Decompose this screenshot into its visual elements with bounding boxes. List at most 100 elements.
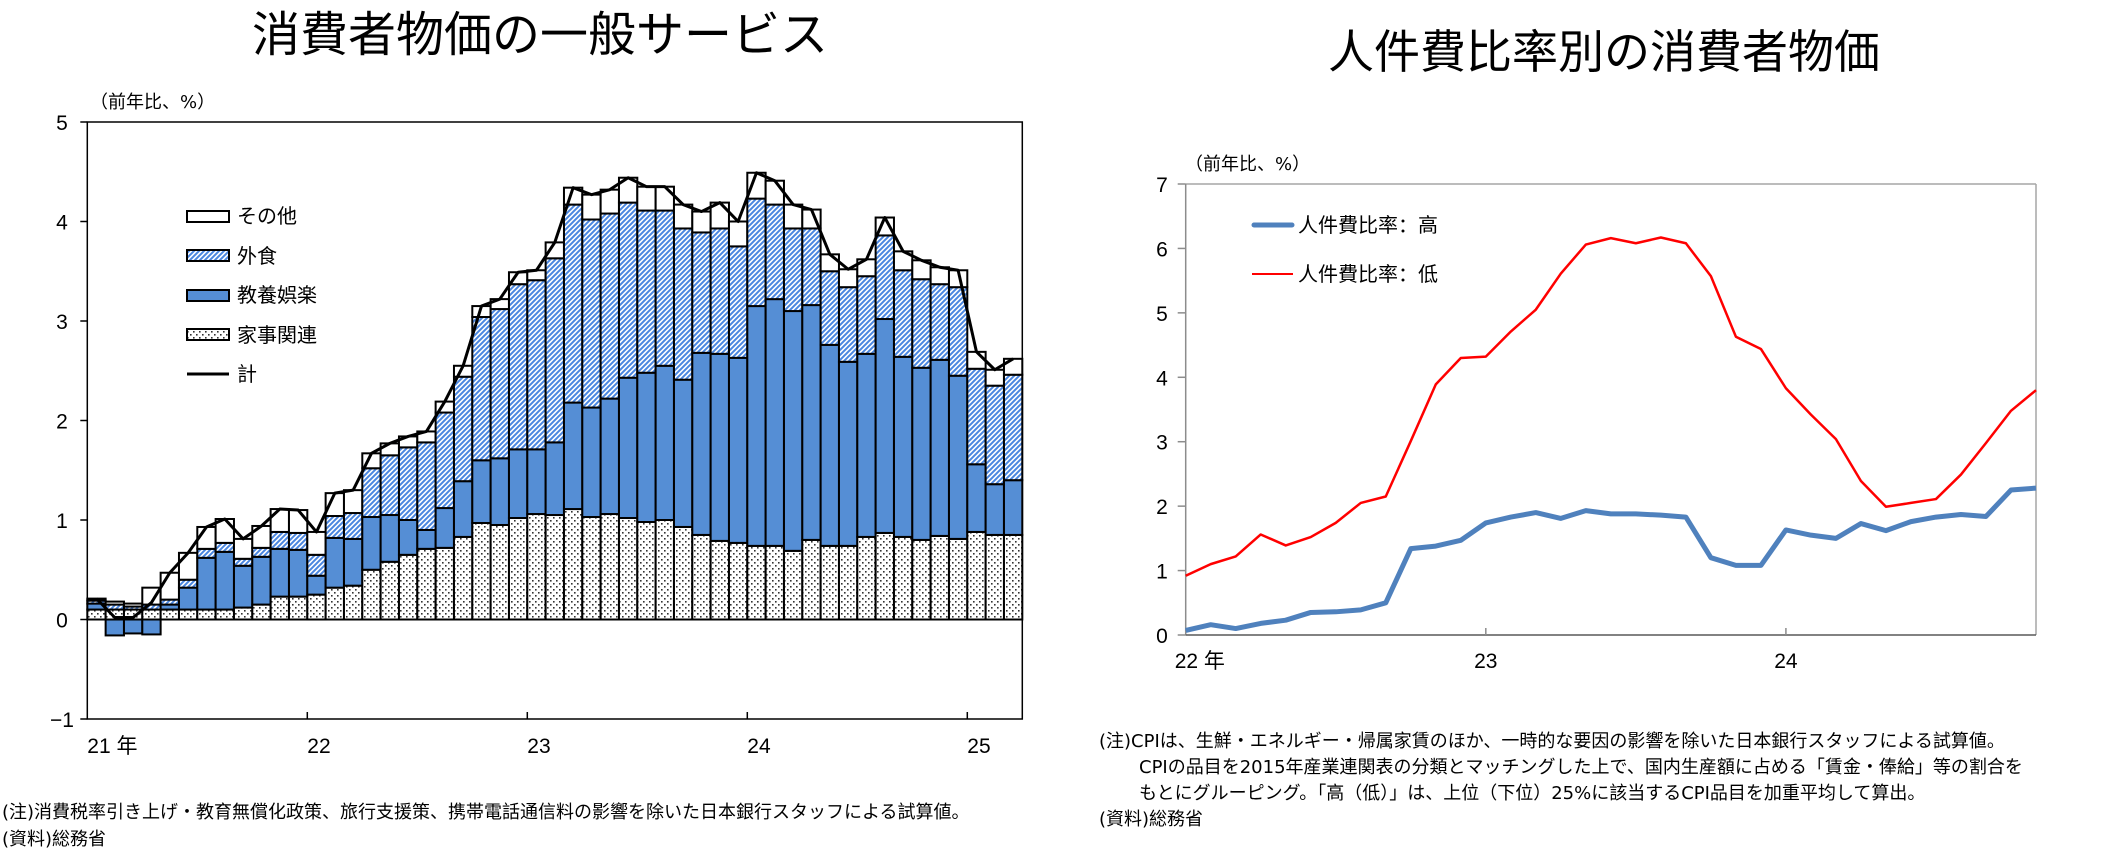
bar-segment-housework-related-2022-05 (379, 560, 400, 621)
bar-segment-eating-out-2021-10 (251, 546, 272, 558)
legend-label-other: その他 (237, 204, 297, 228)
bar-segment-culture-recreation-2021-03 (122, 618, 144, 635)
right-note-line-3: もとにグルーピング。「高（低）」は、上位（下位）25%に該当するCPI品目を加重… (1139, 783, 1926, 804)
bar-segment-housework-related-2022-10 (471, 521, 492, 621)
bar-segment-culture-recreation-2024-01 (746, 305, 767, 547)
bar-segment-culture-recreation-2023-10 (691, 351, 712, 536)
bar-segment-housework-related-2022-09 (452, 535, 474, 621)
bar-segment-housework-related-2024-04 (801, 538, 822, 621)
bar-segment-eating-out-2025-01 (966, 367, 987, 466)
bar-segment-eating-out-2021-09 (232, 557, 254, 567)
bar-segment-eating-out-2023-02 (544, 257, 565, 444)
x-tick-label: 24 (747, 735, 771, 758)
bar-segment-eating-out-2024-06 (837, 286, 859, 363)
bar-segment-housework-related-2023-01 (526, 513, 547, 621)
bar-segment-housework-related-2023-07 (636, 520, 657, 621)
bar-segment-housework-related-2022-07 (416, 547, 437, 621)
legend-label-eating-out: 外食 (237, 244, 277, 268)
bar-segment-culture-recreation-2023-03 (562, 401, 584, 511)
y-tick-label: 0 (56, 610, 68, 633)
bar-segment-culture-recreation-2022-12 (507, 448, 529, 520)
bar-segment-culture-recreation-2022-07 (416, 528, 437, 550)
legend-item-eating-out: 外食 (186, 244, 277, 268)
y-tick-label: 2 (56, 411, 68, 434)
bar-segment-culture-recreation-2022-04 (361, 516, 382, 571)
y-tick-label: 7 (1156, 174, 1168, 197)
y-tick-label: −1 (50, 709, 74, 732)
bar-segment-eating-out-2025-02 (984, 384, 1005, 486)
low-labor-cost-line (1185, 236, 2037, 577)
y-tick-label: 0 (1156, 625, 1168, 648)
bar-segment-culture-recreation-2023-04 (581, 406, 602, 519)
bar-segment-eating-out-2022-02 (324, 515, 345, 539)
bar-segment-other-2023-05 (599, 188, 620, 215)
bar-segment-other-2024-05 (819, 253, 840, 273)
bar-segment-eating-out-2021-11 (269, 530, 290, 550)
bar-segment-culture-recreation-2023-02 (544, 441, 565, 517)
legend-label-housework-related: 家事関連 (237, 323, 317, 347)
bar-segment-other-2024-02 (764, 179, 785, 206)
bar-segment-housework-related-2025-02 (984, 533, 1005, 621)
bar-segment-other-2021-06 (177, 551, 199, 581)
bar-segment-eating-out-2023-05 (599, 212, 620, 400)
bar-segment-eating-out-2022-09 (452, 375, 474, 483)
bar-segment-eating-out-2023-12 (727, 245, 749, 359)
bar-segment-culture-recreation-2022-05 (379, 514, 400, 563)
bar-segment-eating-out-2024-02 (764, 203, 785, 301)
bar-segment-other-2021-02 (104, 600, 125, 606)
bar-segment-housework-related-2024-10 (911, 538, 932, 621)
bar-segment-housework-related-2023-06 (617, 517, 639, 621)
legend-label-total: 計 (237, 362, 257, 386)
bar-segment-housework-related-2023-02 (544, 514, 565, 621)
bar-segment-culture-recreation-2022-11 (489, 457, 510, 526)
bar-segment-culture-recreation-2023-07 (636, 371, 657, 523)
x-tick-label: 24 (1774, 650, 1798, 673)
bar-segment-eating-out-2025-03 (1002, 373, 1024, 482)
bar-segment-eating-out-2022-05 (379, 454, 400, 517)
legend-item-culture-recreation: 教養娯楽 (186, 283, 317, 307)
bar-segment-other-2023-04 (581, 193, 602, 221)
y-tick-label: 4 (56, 212, 68, 235)
bar-segment-eating-out-2023-09 (672, 227, 694, 381)
bar-segment-culture-recreation-2022-01 (306, 574, 327, 596)
bar-segment-other-2023-10 (691, 210, 712, 234)
bar-segment-housework-related-2021-10 (251, 603, 272, 621)
bar-segment-culture-recreation-2021-10 (251, 555, 272, 606)
bar-segment-housework-related-2022-03 (342, 584, 364, 621)
legend-item-high-labor-cost: 人件費比率：高 (1251, 213, 1438, 237)
bar-segment-culture-recreation-2021-12 (287, 548, 309, 598)
legend-swatch-other (186, 210, 230, 223)
bar-segment-housework-related-2021-05 (159, 608, 180, 621)
x-tick-label: 25 (967, 735, 990, 758)
legend-label-culture-recreation: 教養娯楽 (237, 283, 317, 307)
bar-segment-culture-recreation-2024-06 (837, 360, 859, 547)
bar-segment-eating-out-2024-01 (746, 197, 767, 308)
bar-segment-eating-out-2022-08 (434, 411, 455, 510)
bar-segment-other-2022-03 (342, 489, 364, 515)
right-y-axis-unit: （前年比、%） (1185, 154, 1310, 175)
bar-segment-housework-related-2022-01 (306, 593, 327, 621)
bar-segment-eating-out-2024-04 (801, 227, 822, 307)
bar-segment-eating-out-2024-10 (911, 278, 932, 369)
bar-segment-culture-recreation-2021-11 (269, 547, 290, 598)
bar-segment-housework-related-2021-01 (86, 608, 107, 621)
bar-segment-eating-out-2023-06 (617, 201, 639, 379)
bar-segment-eating-out-2024-05 (819, 270, 840, 346)
bar-segment-housework-related-2022-08 (434, 546, 455, 621)
bar-segment-eating-out-2021-08 (214, 541, 235, 553)
y-tick-label: 1 (56, 510, 68, 533)
bar-segment-housework-related-2023-09 (672, 525, 694, 621)
bar-segment-culture-recreation-2023-06 (617, 376, 639, 520)
y-tick-label: 1 (1156, 561, 1168, 584)
bar-segment-eating-out-2023-10 (691, 231, 712, 354)
bar-segment-housework-related-2024-06 (837, 544, 859, 621)
bar-segment-culture-recreation-2024-05 (819, 343, 840, 547)
bar-segment-eating-out-2022-11 (489, 308, 510, 460)
bar-segment-eating-out-2024-08 (874, 234, 895, 321)
bar-segment-culture-recreation-2021-02 (104, 618, 125, 637)
left-legend: その他 外食 教養娯楽 家事関連 計 (186, 204, 317, 386)
right-note-line-2: CPIの品目を2015年産業連関表の分類とマッチングした上で、国内生産額に占める… (1139, 757, 2023, 778)
bar-segment-culture-recreation-2023-11 (709, 352, 730, 542)
bar-segment-other-2021-03 (122, 602, 144, 608)
